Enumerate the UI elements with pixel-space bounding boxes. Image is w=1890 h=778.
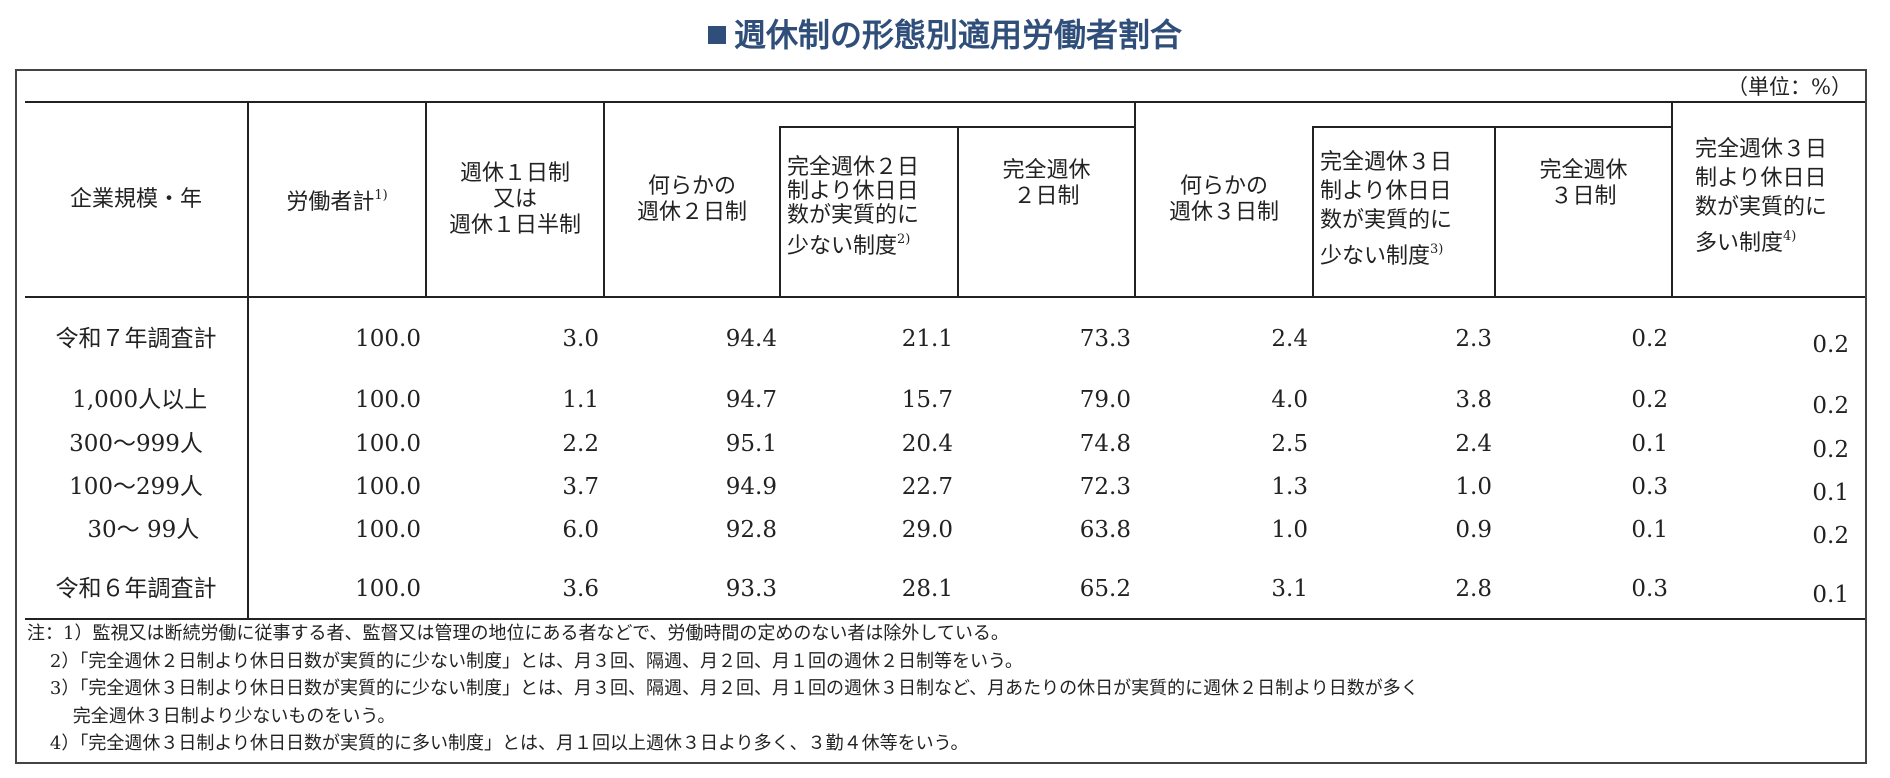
unit-label: （単位：%） bbox=[1727, 75, 1852, 99]
row-label: 100～299人 bbox=[69, 474, 203, 500]
cell-any-3day: 1.0 bbox=[1271, 517, 1308, 543]
cell-less-than-full-3day: 0.9 bbox=[1455, 517, 1492, 543]
cell-total-workers: 100.0 bbox=[355, 576, 421, 602]
cell-less-than-full-2day: 29.0 bbox=[901, 517, 953, 543]
col-divider bbox=[603, 101, 605, 297]
square-bullet-icon bbox=[707, 26, 726, 44]
cell-less-than-full-2day: 22.7 bbox=[901, 474, 953, 500]
cell-any-3day: 1.3 bbox=[1271, 474, 1308, 500]
col-divider bbox=[1671, 101, 1673, 297]
cell-full-3day: 0.2 bbox=[1631, 387, 1668, 413]
footnotes: 注：1）監視又は断続労働に従事する者、監督又は管理の地位にある者などで、労働時間… bbox=[27, 620, 1419, 758]
cell-any-3day: 2.4 bbox=[1271, 326, 1308, 352]
cell-more-than-full-3day: 0.2 bbox=[1812, 437, 1849, 463]
cell-total-workers: 100.0 bbox=[355, 517, 421, 543]
cell-full-3day: 0.1 bbox=[1631, 431, 1668, 457]
cell-full-2day: 72.3 bbox=[1079, 474, 1131, 500]
cell-weekly-1day: 3.0 bbox=[562, 326, 599, 352]
cell-less-than-full-2day: 20.4 bbox=[901, 431, 953, 457]
footnote-3: 3）「完全週休３日制より休日日数が実質的に少ない制度」とは、月３回、隔週、月２回… bbox=[27, 678, 1419, 699]
cell-less-than-full-3day: 2.8 bbox=[1455, 576, 1492, 602]
cell-less-than-full-3day: 2.3 bbox=[1455, 326, 1492, 352]
cell-any-3day: 2.5 bbox=[1271, 431, 1308, 457]
cell-any-2day: 94.7 bbox=[725, 387, 777, 413]
footnote-4: 4）「完全週休３日制より休日日数が実質的に多い制度」とは、月１回以上週休３日より… bbox=[27, 733, 969, 754]
cell-weekly-1day: 1.1 bbox=[562, 387, 599, 413]
cell-full-2day: 79.0 bbox=[1079, 387, 1131, 413]
header-weekly-1day: 週休１日制 又は 週休１日半制 bbox=[448, 160, 581, 238]
header-total-workers: 労働者計1) bbox=[286, 188, 388, 215]
col-divider bbox=[1312, 126, 1314, 297]
cell-full-2day: 63.8 bbox=[1079, 517, 1131, 543]
page-title: 週休制の形態別適用労働者割合 bbox=[0, 14, 1890, 56]
col-divider bbox=[425, 101, 427, 297]
row-label: 1,000人以上 bbox=[64, 387, 208, 413]
cell-total-workers: 100.0 bbox=[355, 474, 421, 500]
header-full-3day: 完全週休 ３日制 bbox=[1539, 158, 1628, 209]
col-divider bbox=[1494, 126, 1496, 297]
cell-any-3day: 3.1 bbox=[1271, 576, 1308, 602]
cell-any-2day: 94.4 bbox=[725, 326, 777, 352]
cell-full-2day: 74.8 bbox=[1079, 431, 1131, 457]
header-any-3day: 何らかの 週休３日制 bbox=[1168, 173, 1279, 225]
cell-full-3day: 0.3 bbox=[1631, 576, 1668, 602]
cell-weekly-1day: 6.0 bbox=[562, 517, 599, 543]
cell-any-2day: 92.8 bbox=[725, 517, 777, 543]
header-full-2day: 完全週休 ２日制 bbox=[1002, 158, 1091, 209]
title-text: 週休制の形態別適用労働者割合 bbox=[733, 16, 1182, 54]
row-label: 30～ 99人 bbox=[72, 517, 200, 543]
cell-any-3day: 4.0 bbox=[1271, 387, 1308, 413]
header-bottom-rule bbox=[25, 296, 1865, 298]
cell-weekly-1day: 3.6 bbox=[562, 576, 599, 602]
row-label: 300～999人 bbox=[69, 431, 203, 457]
cell-full-2day: 65.2 bbox=[1079, 576, 1131, 602]
footnote-1: 注：1）監視又は断続労働に従事する者、監督又は管理の地位にある者などで、労働時間… bbox=[27, 623, 1009, 644]
cell-any-2day: 95.1 bbox=[725, 431, 777, 457]
cell-less-than-full-2day: 21.1 bbox=[901, 326, 953, 352]
col-divider bbox=[247, 101, 249, 619]
col-divider bbox=[1134, 101, 1136, 297]
cell-total-workers: 100.0 bbox=[355, 431, 421, 457]
cell-any-2day: 93.3 bbox=[725, 576, 777, 602]
header-less-than-full-2day: 完全週休２日 制より休日日 数が実質的に 少ない制度2) bbox=[787, 155, 920, 259]
header-row-label: 企業規模・年 bbox=[69, 186, 202, 212]
cell-less-than-full-3day: 3.8 bbox=[1455, 387, 1492, 413]
cell-full-3day: 0.2 bbox=[1631, 326, 1668, 352]
footnote-3-cont: 完全週休３日制より少ないものをいう。 bbox=[27, 705, 396, 727]
footnote-2: 2）「完全週休２日制より休日日数が実質的に少ない制度」とは、月３回、隔週、月２回… bbox=[27, 650, 1023, 672]
cell-full-3day: 0.1 bbox=[1631, 517, 1668, 543]
cell-full-3day: 0.3 bbox=[1631, 474, 1668, 500]
cell-more-than-full-3day: 0.2 bbox=[1812, 393, 1849, 419]
cell-less-than-full-3day: 2.4 bbox=[1455, 431, 1492, 457]
row-label: 令和６年調査計 bbox=[55, 576, 217, 602]
cell-total-workers: 100.0 bbox=[355, 387, 421, 413]
subheader-rule-3day bbox=[1312, 126, 1673, 128]
row-label: 令和７年調査計 bbox=[55, 326, 217, 352]
cell-more-than-full-3day: 0.1 bbox=[1812, 480, 1849, 506]
cell-weekly-1day: 2.2 bbox=[562, 431, 599, 457]
col-divider bbox=[779, 126, 781, 297]
header-more-than-full-3day: 完全週休３日 制より休日日 数が実質的に 多い制度4) bbox=[1695, 137, 1828, 256]
header-any-2day: 何らかの 週休２日制 bbox=[636, 173, 747, 225]
cell-more-than-full-3day: 0.1 bbox=[1812, 582, 1849, 608]
cell-less-than-full-2day: 28.1 bbox=[901, 576, 953, 602]
cell-any-2day: 94.9 bbox=[725, 474, 777, 500]
cell-less-than-full-3day: 1.0 bbox=[1455, 474, 1492, 500]
header-less-than-full-3day: 完全週休３日 制より休日日 数が実質的に 少ない制度3) bbox=[1320, 150, 1453, 269]
cell-more-than-full-3day: 0.2 bbox=[1812, 523, 1849, 549]
header-top-rule bbox=[25, 101, 1865, 103]
cell-more-than-full-3day: 0.2 bbox=[1812, 332, 1849, 358]
cell-less-than-full-2day: 15.7 bbox=[901, 387, 953, 413]
cell-weekly-1day: 3.7 bbox=[562, 474, 599, 500]
data-bottom-rule bbox=[25, 618, 1865, 620]
cell-full-2day: 73.3 bbox=[1079, 326, 1131, 352]
table-frame bbox=[15, 69, 1867, 764]
col-divider bbox=[957, 126, 959, 297]
cell-total-workers: 100.0 bbox=[355, 326, 421, 352]
